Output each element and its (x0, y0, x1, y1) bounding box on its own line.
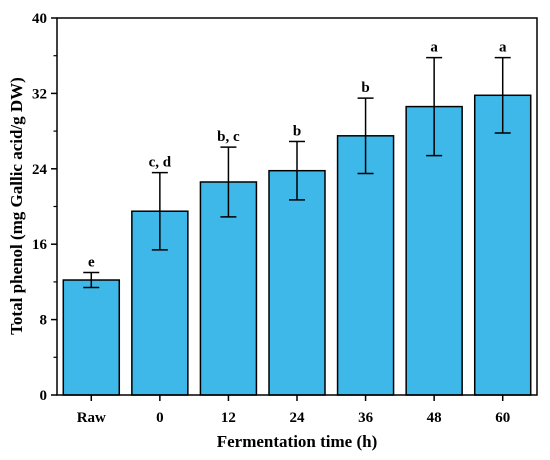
y-tick-label: 40 (32, 11, 47, 27)
y-axis-label: Total phenol (mg Gallic acid/g DW) (7, 77, 26, 335)
x-axis: Raw 0 12 24 36 48 60 (77, 395, 510, 426)
x-tick-label: 12 (221, 410, 236, 426)
significance-label: a (499, 40, 507, 56)
error-bars-group (83, 56, 511, 289)
bars-group (62, 94, 532, 396)
x-tick-label: Raw (77, 410, 106, 426)
x-tick-label: 0 (156, 410, 164, 426)
significance-labels-group: e c, d b, c b b a a (88, 40, 507, 271)
bar (473, 94, 532, 396)
y-tick-label: 16 (32, 237, 48, 253)
significance-label: e (88, 254, 95, 270)
y-axis: 0 8 16 24 32 40 (32, 11, 57, 404)
significance-label: a (430, 40, 438, 56)
x-tick-label: 48 (427, 410, 442, 426)
y-tick-label: 32 (32, 86, 47, 102)
significance-label: c, d (149, 155, 172, 171)
bar (268, 169, 326, 396)
significance-label: b, c (217, 129, 240, 145)
x-tick-label: 60 (495, 410, 510, 426)
y-tick-label: 8 (40, 313, 48, 329)
y-tick-label: 24 (32, 162, 48, 178)
bar (62, 279, 121, 396)
x-axis-label: Fermentation time (h) (217, 432, 378, 451)
significance-label: b (361, 80, 369, 96)
significance-label: b (293, 123, 301, 139)
bar (336, 135, 395, 396)
x-tick-label: 24 (290, 410, 306, 426)
x-tick-label: 36 (358, 410, 374, 426)
y-tick-label: 0 (40, 388, 48, 404)
